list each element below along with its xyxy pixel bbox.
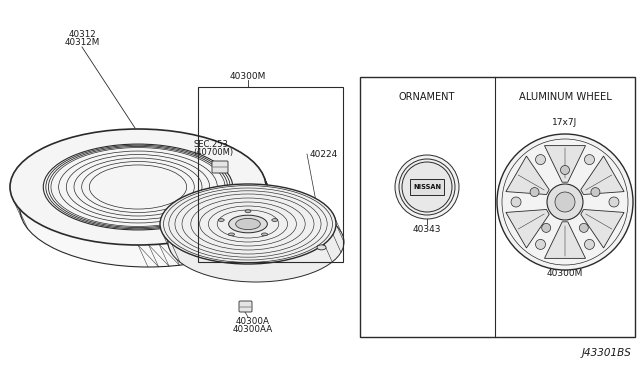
Ellipse shape (228, 215, 268, 233)
Circle shape (395, 155, 459, 219)
Text: ALUMINUM WHEEL: ALUMINUM WHEEL (518, 92, 611, 102)
Circle shape (555, 192, 575, 212)
Text: 40300AA: 40300AA (233, 326, 273, 334)
Circle shape (584, 240, 595, 249)
Polygon shape (580, 209, 624, 248)
Ellipse shape (168, 202, 344, 282)
Ellipse shape (160, 184, 336, 264)
Text: 40300A: 40300A (236, 317, 270, 327)
Ellipse shape (317, 245, 326, 250)
Ellipse shape (272, 219, 278, 221)
Text: (40700M): (40700M) (193, 148, 233, 157)
Polygon shape (580, 156, 624, 195)
Polygon shape (545, 222, 586, 259)
Text: J43301BS: J43301BS (582, 348, 632, 358)
Text: NISSAN: NISSAN (413, 184, 441, 190)
Text: 40300M: 40300M (547, 269, 583, 278)
Circle shape (530, 187, 539, 197)
Ellipse shape (218, 219, 224, 221)
Text: 40312: 40312 (68, 29, 96, 38)
Ellipse shape (20, 151, 276, 267)
Circle shape (536, 155, 545, 164)
Circle shape (591, 187, 600, 197)
Bar (410, 179, 444, 195)
Polygon shape (506, 209, 549, 248)
Text: 40343: 40343 (413, 225, 441, 234)
Text: 40312M: 40312M (65, 38, 100, 46)
Bar (360, 77, 635, 337)
Ellipse shape (245, 210, 251, 213)
Ellipse shape (236, 218, 260, 230)
Circle shape (561, 166, 570, 174)
FancyBboxPatch shape (239, 301, 252, 312)
Text: 40224: 40224 (310, 150, 339, 158)
Circle shape (584, 155, 595, 164)
Circle shape (402, 162, 452, 212)
FancyBboxPatch shape (212, 161, 228, 173)
Ellipse shape (10, 129, 266, 245)
Ellipse shape (262, 233, 268, 236)
Circle shape (541, 224, 550, 232)
Circle shape (497, 134, 633, 270)
Polygon shape (506, 156, 549, 195)
Text: ORNAMENT: ORNAMENT (399, 92, 455, 102)
Text: SEC.253: SEC.253 (193, 140, 228, 148)
Circle shape (609, 197, 619, 207)
Ellipse shape (228, 233, 234, 236)
Polygon shape (545, 145, 586, 182)
Circle shape (547, 184, 583, 220)
Bar (198, 87, 343, 262)
Circle shape (511, 197, 521, 207)
Text: 17x7J: 17x7J (552, 118, 578, 127)
Circle shape (399, 159, 455, 215)
Circle shape (536, 240, 545, 249)
Circle shape (579, 224, 588, 232)
Text: 40300M: 40300M (230, 71, 266, 80)
